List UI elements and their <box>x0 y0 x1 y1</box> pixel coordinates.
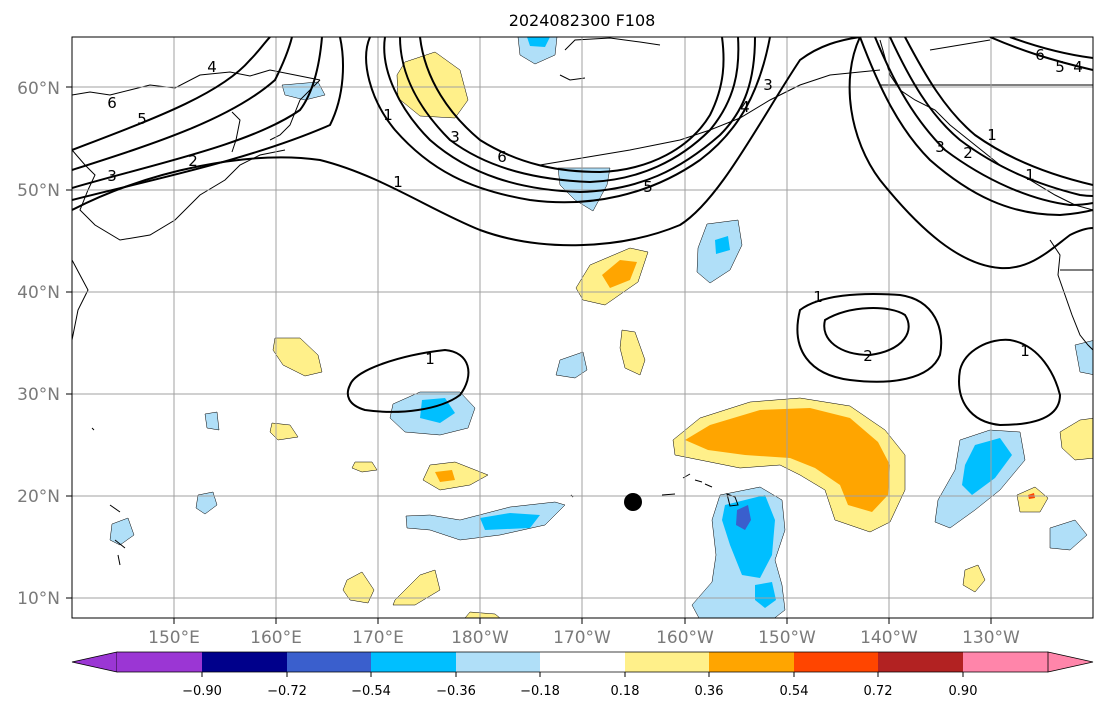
colorbar-segment <box>540 652 625 672</box>
colorbar-tick-label: −0.72 <box>267 684 307 699</box>
colorbar-max-extension <box>1047 651 1094 673</box>
colorbar: −0.90 −0.72 −0.54 −0.36 −0.18 0.18 0.36 … <box>71 651 1094 699</box>
latitude-label: 10°N <box>17 589 60 609</box>
contour-label: 1 <box>393 173 403 191</box>
contour-lines <box>72 37 1093 427</box>
contour-label: 1 <box>383 106 393 124</box>
longitude-label: 170°E <box>352 628 404 648</box>
longitude-label: 150°E <box>148 628 200 648</box>
latitude-label: 50°N <box>17 181 60 201</box>
colorbar-segment <box>794 652 878 672</box>
contour-label: 5 <box>137 110 147 128</box>
contour-label: 3 <box>107 167 117 185</box>
contour-label: 6 <box>1035 46 1045 64</box>
latitude-label: 20°N <box>17 487 60 507</box>
contour-label: 2 <box>863 347 873 365</box>
contour-label: 3 <box>763 76 773 94</box>
latitude-label: 60°N <box>17 79 60 99</box>
contour-label: 2 <box>963 144 973 162</box>
colorbar-tick-label: −0.18 <box>520 684 560 699</box>
latitude-label: 30°N <box>17 385 60 405</box>
longitude-label: 140°W <box>860 628 918 648</box>
contour-label: 5 <box>643 178 653 196</box>
colorbar-tick-label: −0.90 <box>182 684 222 699</box>
shaded-negative-strong <box>736 505 751 530</box>
contour-label: 1 <box>1020 342 1030 360</box>
shaded-positive-medium <box>435 260 890 512</box>
colorbar-tick-label: 0.72 <box>864 684 893 699</box>
colorbar-tick-label: 0.90 <box>949 684 978 699</box>
colorbar-tick-label: 0.54 <box>780 684 809 699</box>
shaded-negative-medium <box>420 37 1012 608</box>
contour-label: 4 <box>207 58 217 76</box>
colorbar-segment <box>117 652 202 672</box>
longitude-label: 130°W <box>962 628 1020 648</box>
colorbar-segment <box>963 652 1048 672</box>
colorbar-tick-label: −0.54 <box>351 684 391 699</box>
longitude-label: 180°W <box>451 628 509 648</box>
latitude-label: 40°N <box>17 283 60 303</box>
contour-label: 4 <box>740 98 750 116</box>
longitude-label: 150°W <box>758 628 816 648</box>
contour-label: 3 <box>450 128 460 146</box>
contour-label: 1 <box>1025 166 1035 184</box>
contour-label-group: 6 5 3 2 1 4 1 3 6 5 4 3 6 5 4 1 3 2 1 1 … <box>107 46 1083 368</box>
colorbar-segment <box>456 652 540 672</box>
contour-label: 1 <box>425 350 435 368</box>
contour-label: 2 <box>188 152 198 170</box>
colorbar-tick-label: 0.36 <box>695 684 724 699</box>
contour-label: 1 <box>813 288 823 306</box>
colorbar-segment <box>371 652 456 672</box>
longitude-label: 160°W <box>656 628 714 648</box>
latitude-labels: 60°N 50°N 40°N 30°N 20°N 10°N <box>17 79 72 609</box>
contour-label: 3 <box>935 138 945 156</box>
longitude-label: 160°E <box>250 628 302 648</box>
contour-label: 6 <box>107 94 117 112</box>
colorbar-segment <box>709 652 794 672</box>
figure-title: 2024082300 F108 <box>509 11 656 30</box>
contour-label: 1 <box>987 126 997 144</box>
contour-label: 5 <box>1055 58 1065 76</box>
colorbar-segment <box>625 652 709 672</box>
location-marker <box>624 493 642 511</box>
colorbar-segment <box>878 652 963 672</box>
colorbar-tick-label: −0.36 <box>436 684 476 699</box>
colorbar-segment <box>287 652 371 672</box>
colorbar-segment <box>202 652 287 672</box>
longitude-labels: 150°E 160°E 170°E 180°W 170°W 160°W 150°… <box>148 618 1020 648</box>
contour-label: 4 <box>1073 58 1083 76</box>
longitude-label: 170°W <box>553 628 611 648</box>
colorbar-tick-label: 0.18 <box>611 684 640 699</box>
colorbar-min-extension <box>71 651 118 673</box>
contour-label: 6 <box>497 148 507 166</box>
graticule <box>72 37 1093 618</box>
